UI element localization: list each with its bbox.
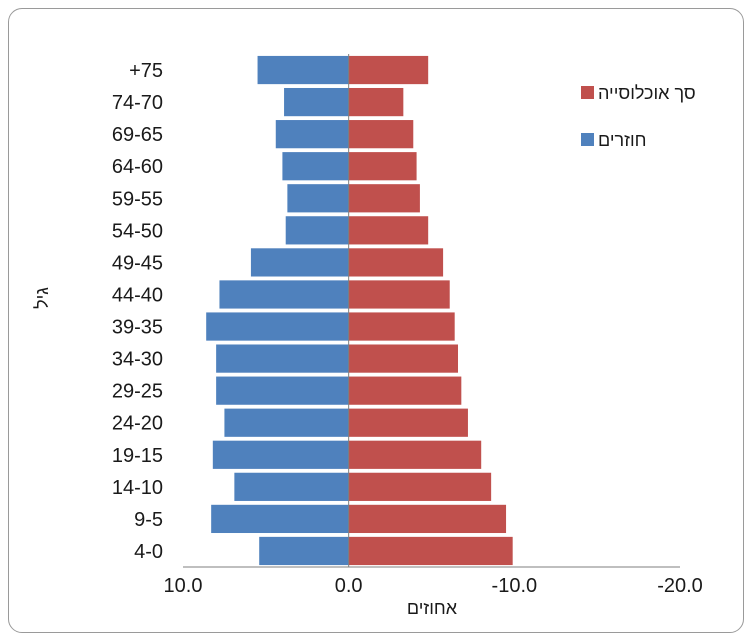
category-label-39-35: 39-35 [112,317,163,339]
category-label-9-5: 9-5 [134,509,163,531]
bars-group [206,55,513,566]
legend-label-returnees: חוזרים [598,130,646,150]
bar-total-49-45 [348,248,444,277]
category-label-4-0: 4-0 [134,541,163,563]
bar-total-34-30 [348,344,459,373]
bar-total-39-35 [348,312,455,341]
category-label-64-60: 64-60 [112,156,163,178]
legend-swatch-returnees [581,133,594,146]
bar-returnees-54-50 [285,216,349,245]
x-tick-labels: 10.0 0.0 -10.0 -20.0 [164,575,703,597]
x-axis-title: אחוזים [407,598,458,618]
bar-total-4-0 [348,536,513,566]
bar-total-24-20 [348,408,468,437]
bar-total-54-50 [348,216,429,245]
bar-returnees-+75 [257,55,349,85]
bar-returnees-14-10 [234,472,349,501]
bar-returnees-9-5 [211,504,349,534]
category-label-+75: +75 [129,60,163,82]
legend-swatch-total [581,86,594,99]
bar-returnees-39-35 [206,312,349,341]
bar-total-29-25 [348,376,462,405]
bar-total-59-55 [348,184,420,213]
category-label-14-10: 14-10 [112,477,163,499]
category-label-74-70: 74-70 [112,92,163,114]
bar-returnees-64-60 [282,152,349,181]
bar-returnees-19-15 [212,440,349,469]
bar-returnees-4-0 [259,536,349,566]
bar-total-69-65 [348,120,414,149]
bar-returnees-34-30 [216,344,349,373]
bar-total-74-70 [348,87,404,117]
category-labels: 4-0 9-5 14-10 19-15 24-20 29-25 34-30 39-35 44-4… [112,60,163,563]
x-tick-label: 10.0 [164,575,203,597]
category-label-19-15: 19-15 [112,445,163,467]
x-tick-label: -10.0 [492,575,538,597]
bar-total-44-40 [348,280,450,309]
category-label-54-50: 54-50 [112,220,163,242]
bar-total-64-60 [348,152,417,181]
x-tick-label: -20.0 [657,575,703,597]
bar-returnees-24-20 [224,408,349,437]
category-label-49-45: 49-45 [112,252,163,274]
legend-label-total: סך אוכלוסייה [598,83,696,103]
bar-returnees-49-45 [250,248,349,277]
category-label-29-25: 29-25 [112,381,163,403]
bar-total-+75 [348,55,429,85]
category-label-44-40: 44-40 [112,284,163,306]
legend: סך אוכלוסייה חוזרים [581,83,696,150]
bar-total-14-10 [348,472,492,501]
bar-returnees-59-55 [287,184,349,213]
category-label-69-65: 69-65 [112,124,163,146]
category-label-59-55: 59-55 [112,188,163,210]
bar-returnees-69-65 [275,120,349,149]
bar-returnees-44-40 [219,280,349,309]
bar-returnees-29-25 [216,376,349,405]
bar-returnees-74-70 [284,87,349,117]
y-axis-title: גיל [32,287,52,309]
x-tick-label: 0.0 [335,575,363,597]
bar-total-19-15 [348,440,482,469]
category-label-34-30: 34-30 [112,349,163,371]
category-label-24-20: 24-20 [112,413,163,435]
bar-total-9-5 [348,504,507,534]
